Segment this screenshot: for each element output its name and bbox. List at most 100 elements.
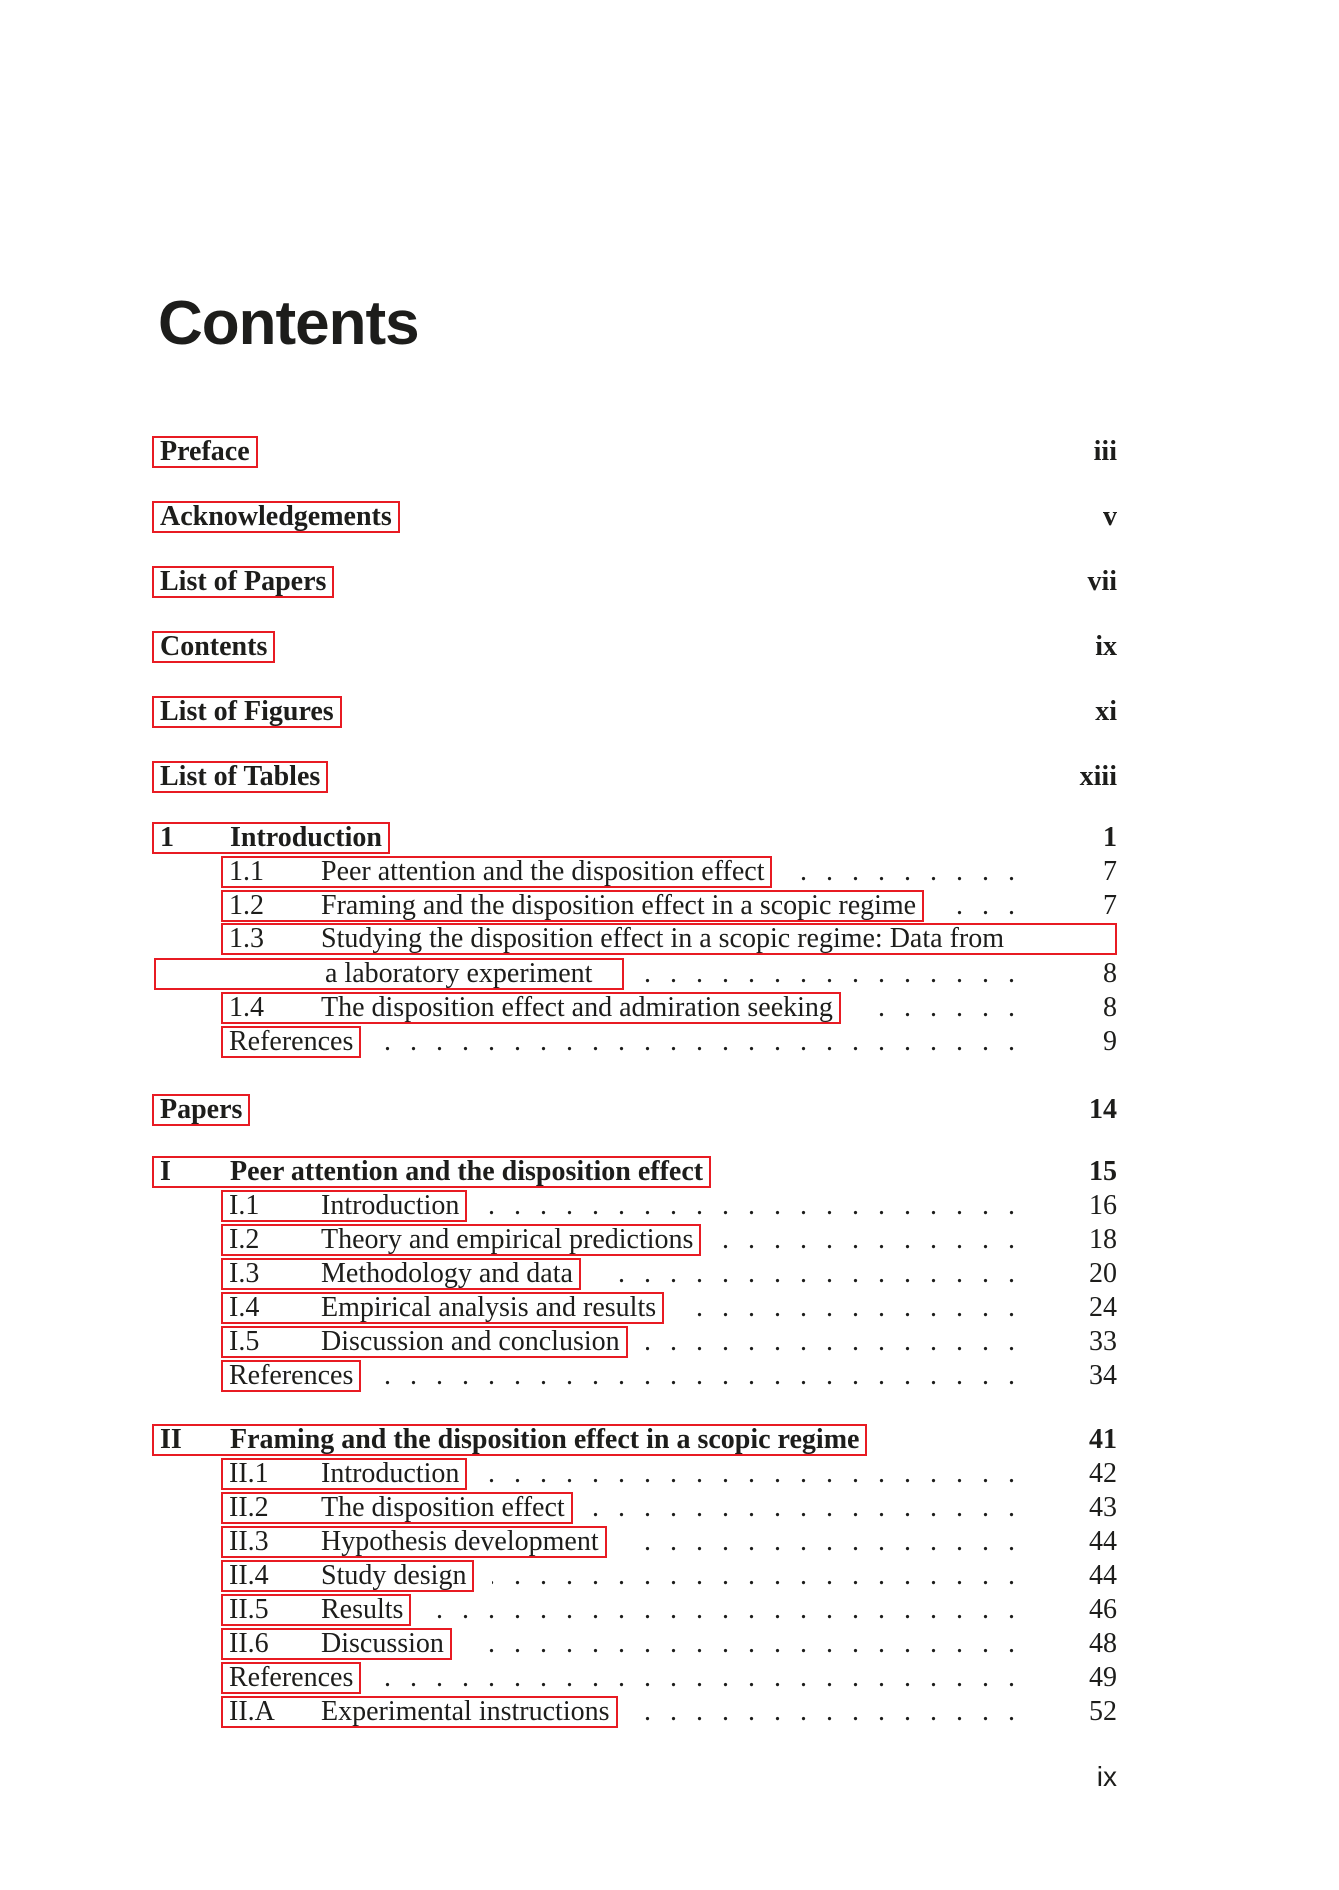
page-number: 44: [1089, 1526, 1117, 1557]
toc-row-I-3: I.3 Methodology and data 20: [221, 1257, 1117, 1291]
toc-row-acknowledgements: Acknowledgements v: [152, 500, 1117, 534]
entry-title: Experimental instructions: [321, 1696, 610, 1727]
toc-link-paper-II[interactable]: II Framing and the disposition effect in …: [152, 1424, 868, 1456]
entry-title: Study design: [321, 1560, 467, 1591]
page-number: 7: [1103, 890, 1117, 921]
entry-title: References: [229, 1662, 354, 1693]
entry-title: The disposition effect and admiration se…: [321, 992, 833, 1023]
entry-title: References: [229, 1360, 354, 1391]
entry-number: II: [160, 1424, 182, 1455]
page-number: 33: [1089, 1326, 1117, 1357]
dot-leader: [591, 1491, 1034, 1525]
page-number: 34: [1089, 1360, 1117, 1391]
toc-link-II-2[interactable]: II.2 The disposition effect: [221, 1492, 573, 1524]
toc-link-acknowledgements[interactable]: Acknowledgements: [152, 501, 400, 533]
toc-link-paper1-references[interactable]: References: [221, 1360, 362, 1392]
page-number: 16: [1089, 1190, 1117, 1221]
dot-leader: [646, 1325, 1034, 1359]
toc-row-contents: Contents ix: [152, 630, 1117, 664]
toc-link-1-4[interactable]: 1.4 The disposition effect and admiration…: [221, 992, 841, 1024]
toc-link-ch1-references[interactable]: References: [221, 1026, 362, 1058]
toc-link-I-2[interactable]: I.2 Theory and empirical predictions: [221, 1224, 702, 1256]
toc-row-I-5: I.5 Discussion and conclusion 33: [221, 1325, 1117, 1359]
footer-page-number: ix: [1096, 1761, 1117, 1792]
page-number: 44: [1089, 1560, 1117, 1591]
page-number: 18: [1089, 1224, 1117, 1255]
toc-link-1-1[interactable]: 1.1 Peer attention and the disposition ef…: [221, 856, 773, 888]
entry-title: Introduction: [321, 1458, 460, 1489]
toc-row-1-2: 1.2 Framing and the disposition effect in…: [221, 889, 1117, 923]
toc-link-list-of-figures[interactable]: List of Figures: [152, 696, 342, 728]
toc-row-I-1: I.1 Introduction 16: [221, 1189, 1117, 1223]
toc-row-ch1-references: References 9: [221, 1025, 1117, 1059]
toc-link-list-of-tables[interactable]: List of Tables: [152, 761, 329, 793]
page-number: v: [1103, 501, 1117, 532]
toc-link-1-3[interactable]: 1.3 Studying the disposition effect in a …: [221, 923, 1117, 955]
toc-row-papers-part: Papers 14: [152, 1093, 1117, 1127]
entry-number: I.2: [229, 1224, 260, 1255]
toc-row-paper2-references: References 49: [221, 1661, 1117, 1695]
entry-title: Papers: [160, 1094, 243, 1125]
toc-row-paper-II: II Framing and the disposition effect in …: [152, 1423, 1117, 1457]
toc-row-1-3-line1: 1.3 Studying the disposition effect in a …: [221, 923, 1117, 957]
toc-link-II-3[interactable]: II.3 Hypothesis development: [221, 1526, 607, 1558]
page-number: 7: [1103, 856, 1117, 887]
toc-link-chapter-1[interactable]: 1 Introduction: [152, 822, 390, 854]
toc-link-II-A[interactable]: II.A Experimental instructions: [221, 1696, 618, 1728]
entry-number: 1.3: [229, 923, 264, 954]
toc-link-1-2[interactable]: 1.2 Framing and the disposition effect in…: [221, 890, 925, 922]
toc-link-I-1[interactable]: I.1 Introduction: [221, 1190, 468, 1222]
entry-title: Peer attention and the disposition effec…: [321, 856, 765, 887]
entry-title: Empirical analysis and results: [321, 1292, 657, 1323]
toc-link-1-3-continued[interactable]: a laboratory experiment: [154, 958, 624, 990]
toc-link-paper2-references[interactable]: References: [221, 1662, 362, 1694]
dot-leader: [859, 991, 1034, 1025]
toc-link-II-4[interactable]: II.4 Study design: [221, 1560, 475, 1592]
dot-leader: [642, 957, 1034, 991]
toc-row-1-3-line2: a laboratory experiment 8: [152, 957, 1117, 991]
toc-row-1-4: 1.4 The disposition effect and admiration…: [221, 991, 1117, 1025]
toc-link-I-3[interactable]: I.3 Methodology and data: [221, 1258, 581, 1290]
entry-number: I.1: [229, 1190, 260, 1221]
toc-link-papers-part[interactable]: Papers: [152, 1094, 251, 1126]
toc-link-II-6[interactable]: II.6 Discussion: [221, 1628, 452, 1660]
entry-title: The disposition effect: [321, 1492, 565, 1523]
entry-title: Studying the disposition effect in a sco…: [321, 923, 1004, 954]
entry-title: Hypothesis development: [321, 1526, 599, 1557]
page-number: xiii: [1079, 761, 1117, 792]
toc-row-I-2: I.2 Theory and empirical predictions 18: [221, 1223, 1117, 1257]
page-number: 41: [1089, 1424, 1117, 1455]
page-number: 52: [1089, 1696, 1117, 1727]
page-number: iii: [1093, 436, 1117, 467]
dot-leader: [379, 1025, 1034, 1059]
entry-title: Framing and the disposition effect in a …: [230, 1424, 860, 1455]
toc-row-preface: Preface iii: [152, 435, 1117, 469]
page-title: Contents: [158, 289, 420, 358]
toc-link-list-of-papers[interactable]: List of Papers: [152, 566, 335, 598]
toc-row-list-of-papers: List of Papers vii: [152, 565, 1117, 599]
entry-number: 1.2: [229, 890, 264, 921]
page-number: 46: [1089, 1594, 1117, 1625]
front-matter-list: Preface iii Acknowledgements v List of P…: [152, 435, 1117, 794]
toc-row-II-4: II.4 Study design 44: [221, 1559, 1117, 1593]
toc-link-I-4[interactable]: I.4 Empirical analysis and results: [221, 1292, 665, 1324]
toc-row-II-3: II.3 Hypothesis development 44: [221, 1525, 1117, 1559]
toc-link-I-5[interactable]: I.5 Discussion and conclusion: [221, 1326, 628, 1358]
entry-number: 1: [160, 822, 174, 853]
toc-link-paper-I[interactable]: I Peer attention and the disposition effe…: [152, 1156, 712, 1188]
toc-link-preface[interactable]: Preface: [152, 436, 258, 468]
toc-row-paper1-references: References 34: [221, 1359, 1117, 1393]
page-number: 49: [1089, 1662, 1117, 1693]
toc-link-contents[interactable]: Contents: [152, 631, 276, 663]
page-number: 8: [1103, 992, 1117, 1023]
toc-link-II-1[interactable]: II.1 Introduction: [221, 1458, 468, 1490]
toc-link-II-5[interactable]: II.5 Results: [221, 1594, 412, 1626]
toc-row-II-2: II.2 The disposition effect 43: [221, 1491, 1117, 1525]
toc-row-II-1: II.1 Introduction 42: [221, 1457, 1117, 1491]
entry-title: Discussion and conclusion: [321, 1326, 620, 1357]
page-number: xi: [1095, 696, 1117, 727]
page-number: ix: [1095, 631, 1117, 662]
toc-row-1-1: 1.1 Peer attention and the disposition ef…: [221, 855, 1117, 889]
entry-number: I.4: [229, 1292, 260, 1323]
entry-number: I: [160, 1156, 171, 1187]
